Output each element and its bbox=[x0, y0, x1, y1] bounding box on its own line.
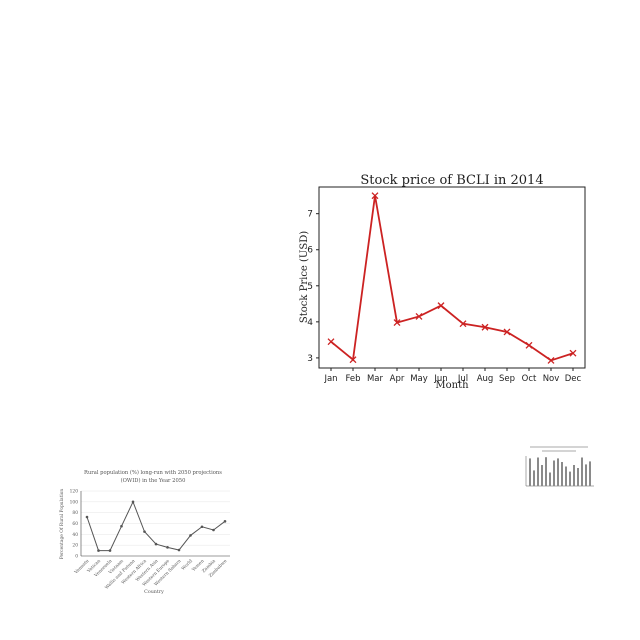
chart-title-line-1: Rural population (%) long-run with 2050 … bbox=[84, 469, 222, 476]
data-point-marker bbox=[154, 542, 158, 546]
bar bbox=[585, 464, 587, 486]
data-point-marker bbox=[143, 530, 146, 533]
x-tick-label: Nov bbox=[543, 374, 560, 384]
data-point-marker bbox=[503, 328, 511, 336]
mini-bar-chart bbox=[525, 446, 594, 487]
bar bbox=[529, 458, 531, 486]
y-axis-label: Percentage Of Rural Population bbox=[60, 489, 65, 560]
y-tick-label: 60 bbox=[72, 522, 78, 527]
bar bbox=[565, 466, 567, 486]
data-point-marker bbox=[459, 320, 467, 328]
bar bbox=[533, 470, 535, 486]
y-tick-label: 3 bbox=[307, 354, 313, 364]
y-tick-label: 120 bbox=[70, 490, 79, 495]
rural-population-chart: Rural population (%) long-run with 2050 … bbox=[60, 469, 230, 595]
bar bbox=[541, 465, 543, 486]
data-point-marker bbox=[415, 312, 423, 320]
data-point-marker bbox=[569, 349, 577, 357]
data-point-marker bbox=[371, 192, 379, 200]
bar bbox=[537, 457, 539, 486]
bar bbox=[549, 472, 551, 486]
bar bbox=[577, 468, 579, 486]
bar bbox=[589, 461, 591, 486]
y-tick-label: 4 bbox=[307, 318, 313, 328]
bar bbox=[569, 471, 571, 486]
plot-frame bbox=[318, 186, 586, 369]
x-tick-label: Dec bbox=[565, 374, 582, 384]
x-axis-label: Month bbox=[435, 380, 469, 391]
x-tick-label: Sep bbox=[499, 374, 515, 384]
data-point-marker bbox=[393, 319, 401, 327]
bar bbox=[561, 462, 563, 486]
data-point-marker bbox=[349, 356, 357, 364]
bar bbox=[573, 465, 575, 486]
y-tick-label: 0 bbox=[75, 555, 78, 560]
y-tick-label: 5 bbox=[307, 282, 313, 292]
data-point-marker bbox=[131, 500, 135, 504]
data-point-marker bbox=[200, 525, 204, 529]
data-point-marker bbox=[189, 534, 192, 537]
chart-title: Stock price of BCLI in 2014 bbox=[360, 173, 543, 188]
x-tick-label: Vanuatu bbox=[73, 559, 90, 576]
y-tick-label: 40 bbox=[72, 533, 78, 538]
y-tick-label: 20 bbox=[72, 544, 78, 549]
data-point-marker bbox=[85, 515, 89, 519]
bar bbox=[545, 457, 547, 486]
data-point-marker bbox=[108, 549, 112, 552]
x-tick-label: Mar bbox=[367, 374, 384, 384]
data-point-marker bbox=[525, 341, 533, 349]
y-tick-label: 7 bbox=[307, 210, 313, 220]
data-point-marker bbox=[212, 528, 215, 532]
x-tick-label: Feb bbox=[345, 374, 360, 384]
data-point-marker bbox=[327, 338, 335, 346]
stock-price-chart: Stock price of BCLI in 2014 3 4 5 6 7 Jan Feb… bbox=[299, 173, 586, 391]
y-tick-label: 100 bbox=[70, 500, 79, 505]
x-tick-label: Jun bbox=[433, 374, 447, 384]
data-point-marker bbox=[437, 302, 445, 310]
bar bbox=[581, 457, 583, 486]
data-point-marker bbox=[166, 546, 169, 549]
x-tick-label: Aug bbox=[477, 374, 494, 384]
data-point-marker bbox=[481, 323, 489, 331]
bar bbox=[557, 458, 559, 486]
x-tick-label: Jul bbox=[457, 374, 468, 384]
x-tick-label: May bbox=[410, 374, 428, 384]
data-point-marker bbox=[177, 548, 181, 552]
data-point-marker bbox=[97, 549, 100, 552]
data-point-marker bbox=[223, 520, 227, 523]
series-line bbox=[330, 195, 574, 362]
y-axis-label: Stock Price (USD) bbox=[299, 231, 310, 323]
x-axis-label: Country bbox=[144, 589, 164, 595]
x-tick-label: Oct bbox=[522, 374, 537, 384]
x-tick-label: Jan bbox=[323, 374, 337, 384]
data-point-marker bbox=[120, 524, 123, 528]
chart-title-line-2: (OWID) in the Year 2050 bbox=[121, 477, 186, 484]
data-point-marker bbox=[547, 356, 555, 364]
bar bbox=[553, 460, 555, 486]
y-tick-label: 6 bbox=[307, 246, 313, 256]
x-tick-label: Apr bbox=[390, 374, 405, 384]
y-tick-label: 80 bbox=[72, 511, 78, 516]
